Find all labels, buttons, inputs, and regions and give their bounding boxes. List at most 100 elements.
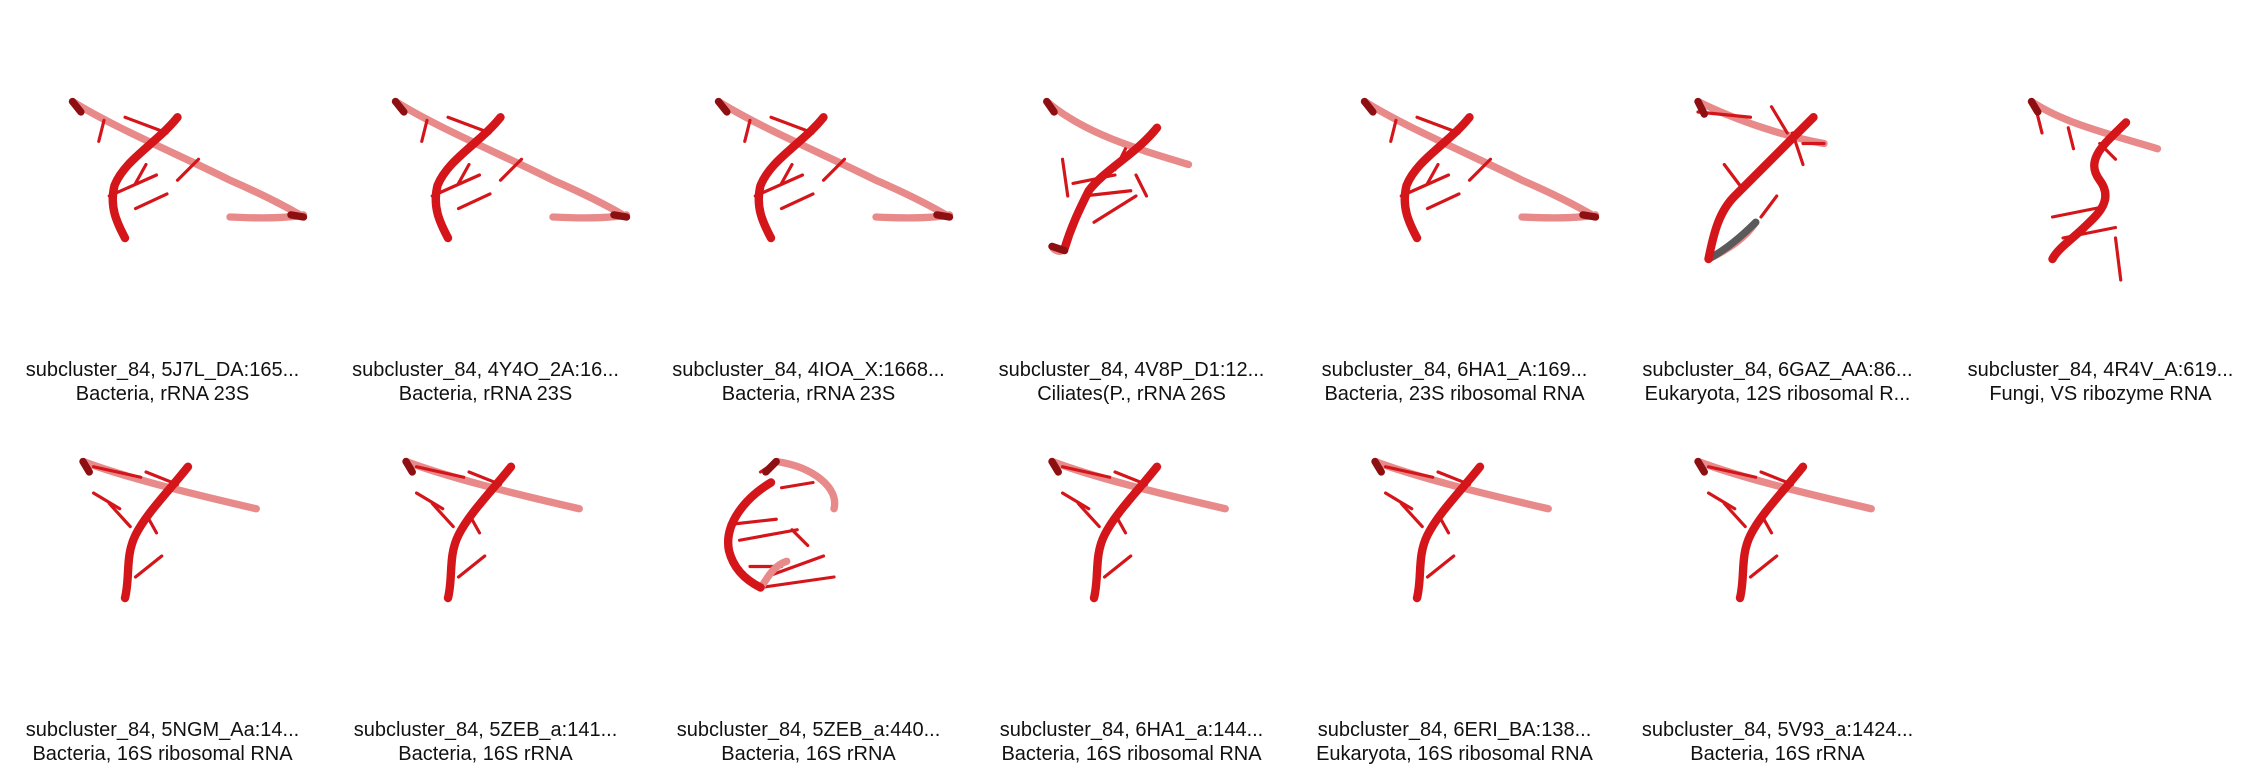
rna-backbone-svg: [724, 457, 839, 592]
structure-card[interactable]: subcluster_84, 6ERI_BA:138... Eukaryota,…: [1292, 400, 1617, 765]
nucleotide-base: [1706, 491, 1737, 511]
structure-subtitle: Eukaryota, 16S ribosomal RNA: [1316, 743, 1593, 765]
structure-title: subcluster_84, 5NGM_Aa:14...: [25, 719, 300, 741]
nucleotide-base: [1048, 242, 1069, 255]
structure-card[interactable]: subcluster_84, 5ZEB_a:440... Bacteria, 1…: [646, 400, 971, 765]
structure-card[interactable]: subcluster_84, 5V93_a:1424... Bacteria, …: [1615, 400, 1940, 765]
structure-card[interactable]: subcluster_84, 4V8P_D1:12... Ciliates(P.…: [969, 40, 1294, 405]
nucleotide-base: [133, 162, 148, 185]
nucleotide-base: [79, 457, 93, 476]
rna-backbone-svg: [1048, 457, 1229, 603]
backbone-strand-front: [1089, 462, 1162, 603]
structure-grid: subcluster_84, 5J7L_DA:165... Bacteria, …: [0, 40, 2260, 765]
backbone-strand-back: [68, 97, 308, 221]
backbone-strand-front: [1412, 462, 1485, 603]
nucleotide-base: [743, 118, 752, 143]
nucleotide-base: [287, 211, 308, 221]
structure-card[interactable]: subcluster_84, 4IOA_X:1668... Bacteria, …: [646, 40, 971, 405]
backbone-strand-front: [1704, 113, 1818, 264]
nucleotide-base: [1383, 465, 1435, 479]
structure-title: subcluster_84, 5ZEB_a:141...: [353, 719, 618, 741]
nucleotide-base: [2027, 97, 2042, 116]
structure-subtitle: Bacteria, rRNA 23S: [398, 383, 573, 405]
rna-backbone-svg: [1360, 97, 1600, 243]
nucleotide-base: [133, 192, 169, 211]
structure-title: subcluster_84, 5ZEB_a:440...: [676, 719, 941, 741]
structure-subtitle: Bacteria, 16S rRNA: [1690, 743, 1865, 765]
nucleotide-base: [91, 465, 143, 479]
nucleotide-base: [1748, 554, 1779, 579]
rna-structure-thumbnail: [646, 40, 971, 340]
structure-title: subcluster_84, 4R4V_A:619...: [1967, 359, 2234, 381]
rna-backbone-svg: [2027, 97, 2162, 282]
nucleotide-base: [420, 118, 429, 143]
nucleotide-base: [456, 162, 471, 185]
structure-title: subcluster_84, 6HA1_a:144...: [999, 719, 1264, 741]
nucleotide-base: [1048, 457, 1062, 476]
nucleotide-base: [133, 554, 164, 579]
rna-backbone-svg: [714, 97, 954, 243]
structure-card[interactable]: subcluster_84, 6GAZ_AA:86... Eukaryota, …: [1615, 40, 1940, 405]
rna-backbone-svg: [79, 457, 260, 603]
nucleotide-base: [430, 501, 455, 529]
backbone-strand-front: [443, 462, 516, 603]
structure-subtitle: Bacteria, 23S ribosomal RNA: [1324, 383, 1585, 405]
backbone-strand-front: [1060, 123, 1162, 253]
structure-subtitle: Bacteria, 16S rRNA: [398, 743, 573, 765]
nucleotide-base: [610, 211, 631, 221]
backbone-strand-front: [1735, 462, 1808, 603]
structure-card[interactable]: subcluster_84, 5J7L_DA:165... Bacteria, …: [0, 40, 325, 405]
rna-backbone-svg: [1694, 457, 1875, 603]
nucleotide-base: [402, 457, 416, 476]
rna-structure-thumbnail: [1292, 400, 1617, 700]
rna-structure-thumbnail: [1938, 40, 2260, 340]
nucleotide-base: [1134, 173, 1149, 198]
nucleotide-base: [1360, 97, 1377, 116]
structure-title: subcluster_84, 6HA1_A:169...: [1321, 359, 1588, 381]
backbone-strand-front: [724, 478, 776, 592]
nucleotide-base: [1769, 105, 1789, 135]
nucleotide-base: [1467, 157, 1493, 182]
nucleotide-base: [1722, 162, 1742, 188]
structure-card[interactable]: subcluster_84, 6HA1_a:144... Bacteria, 1…: [969, 400, 1294, 765]
nucleotide-base: [498, 157, 524, 182]
nucleotide-base: [779, 192, 815, 211]
structure-title: subcluster_84, 4Y4O_2A:16...: [352, 359, 619, 381]
rna-structure-thumbnail: [0, 400, 325, 700]
structure-card[interactable]: subcluster_84, 4R4V_A:619... Fungi, VS r…: [1938, 40, 2260, 405]
nucleotide-base: [414, 491, 445, 511]
nucleotide-base: [2113, 236, 2123, 282]
backbone-strand-front: [120, 462, 193, 603]
backbone-strand-back: [1694, 97, 1828, 148]
nucleotide-base: [1694, 97, 1708, 118]
nucleotide-base: [790, 528, 810, 548]
structure-card[interactable]: subcluster_84, 5ZEB_a:141... Bacteria, 1…: [323, 400, 648, 765]
nucleotide-base: [1579, 211, 1600, 221]
structure-card[interactable]: subcluster_84, 5NGM_Aa:14... Bacteria, 1…: [0, 400, 325, 765]
nucleotide-base: [1076, 501, 1101, 529]
rna-structure-thumbnail: [969, 400, 1294, 700]
structure-title: subcluster_84, 6GAZ_AA:86...: [1642, 359, 1913, 381]
structure-subtitle: Bacteria, 16S ribosomal RNA: [1001, 743, 1262, 765]
structure-title: subcluster_84, 4IOA_X:1668...: [672, 359, 945, 381]
structure-card[interactable]: subcluster_84, 4Y4O_2A:16... Bacteria, r…: [323, 40, 648, 405]
rna-structure-thumbnail: [969, 40, 1294, 340]
nucleotide-base: [758, 575, 836, 590]
rna-structure-thumbnail: [646, 400, 971, 700]
structure-card[interactable]: subcluster_84, 6HA1_A:169... Bacteria, 2…: [1292, 40, 1617, 405]
rna-structure-thumbnail: [1615, 40, 1940, 340]
nucleotide-base: [97, 118, 106, 143]
nucleotide-base: [764, 554, 826, 579]
nucleotide-base: [1060, 491, 1091, 511]
nucleotide-base: [1425, 162, 1440, 185]
backbone-strand-back: [1043, 97, 1193, 169]
nucleotide-base: [1060, 157, 1070, 198]
nucleotide-base: [1694, 457, 1708, 476]
nucleotide-base: [821, 157, 847, 182]
nucleotide-base: [1425, 192, 1461, 211]
nucleotide-base: [714, 97, 731, 116]
nucleotide-base: [2066, 126, 2076, 151]
structure-subtitle: Bacteria, 16S ribosomal RNA: [32, 743, 293, 765]
nucleotide-base: [456, 554, 487, 579]
nucleotide-base: [727, 517, 778, 527]
